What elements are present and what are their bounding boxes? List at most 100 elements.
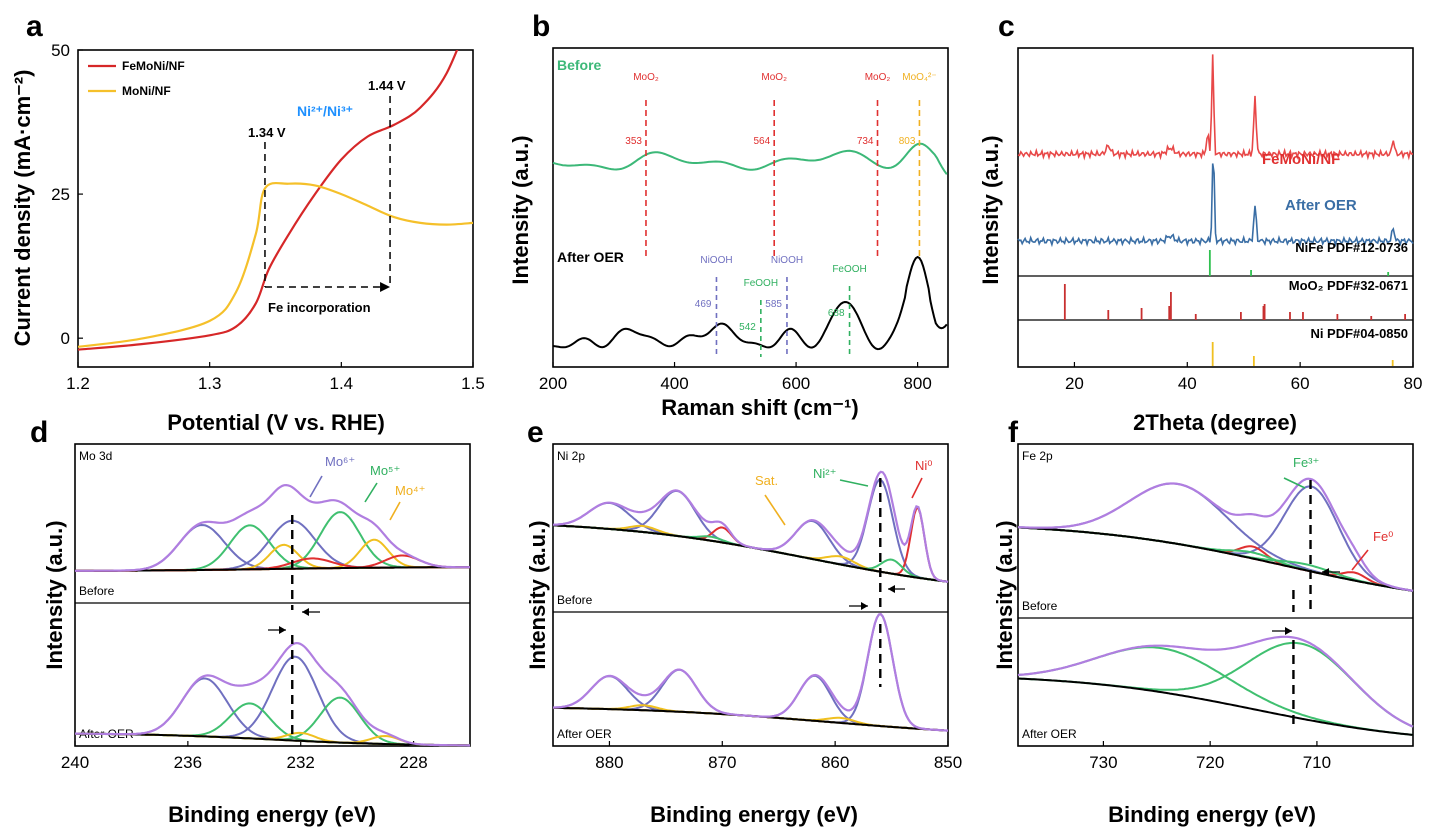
species-pointer-d bbox=[389, 501, 401, 521]
x-axis-title-d: Binding energy (eV) bbox=[168, 802, 376, 827]
envelope-d bbox=[75, 641, 470, 747]
baseline-e bbox=[552, 706, 949, 732]
state-label-e: Before bbox=[557, 593, 593, 607]
species-label-d: Mo⁴⁺ bbox=[395, 483, 426, 498]
x-tick-label-b: 400 bbox=[660, 374, 688, 393]
peak-species-b: MoO₄²⁻ bbox=[902, 72, 936, 83]
component-peak-e bbox=[552, 501, 949, 583]
species-pointer-e bbox=[911, 477, 923, 499]
species-label-d: Mo⁵⁺ bbox=[370, 463, 400, 478]
x-tick-label-b: 200 bbox=[539, 374, 567, 393]
reference-label-c: NiFe PDF#12-0736 bbox=[1295, 240, 1408, 255]
state-label-e: After OER bbox=[557, 727, 612, 741]
species-pointer-e bbox=[764, 494, 786, 526]
species-label-d: Mo⁶⁺ bbox=[325, 454, 355, 469]
peak-species-b: MoO₂ bbox=[865, 72, 891, 83]
peak-species-b: NiOOH bbox=[771, 255, 803, 266]
y-axis-title-f: Intensity (a.u.) bbox=[992, 520, 1017, 669]
series-line-b-after bbox=[552, 255, 948, 351]
component-peak-e bbox=[552, 668, 949, 732]
species-pointer-d bbox=[309, 475, 323, 498]
x-axis-title-b: Raman shift (cm⁻¹) bbox=[661, 395, 858, 420]
baseline-e bbox=[552, 524, 949, 583]
peak-value-b: 734 bbox=[857, 136, 874, 147]
series-line-c-femoni bbox=[1017, 54, 1413, 161]
reference-label-c: MoO₂ PDF#32-0671 bbox=[1289, 278, 1408, 293]
x-tick-label-a: 1.5 bbox=[461, 374, 485, 393]
peak-value-b: 803 bbox=[899, 136, 916, 147]
annotation-a: 1.44 V bbox=[368, 78, 406, 93]
species-pointer-f bbox=[1351, 549, 1369, 571]
panel-label-e: e bbox=[527, 416, 544, 449]
component-peak-f bbox=[1017, 485, 1414, 592]
x-tick-label-d: 236 bbox=[174, 753, 202, 772]
species-label-e: Sat. bbox=[755, 473, 778, 488]
region-label-e: Ni 2p bbox=[557, 449, 585, 463]
component-peak-d bbox=[75, 511, 470, 572]
x-tick-label-e: 850 bbox=[934, 753, 962, 772]
x-tick-label-d: 232 bbox=[287, 753, 315, 772]
state-label-f: Before bbox=[1022, 599, 1058, 613]
annotation-a: Fe incorporation bbox=[268, 300, 371, 315]
species-label-f: Fe⁰ bbox=[1373, 529, 1393, 544]
envelope-f bbox=[1017, 635, 1414, 728]
series-line-a-0 bbox=[78, 50, 459, 351]
x-tick-label-f: 730 bbox=[1089, 753, 1117, 772]
x-tick-label-f: 710 bbox=[1303, 753, 1331, 772]
arrowhead-f bbox=[1285, 627, 1292, 635]
component-peak-d bbox=[75, 524, 470, 572]
arrowhead-e bbox=[861, 602, 868, 610]
series-line-a-1 bbox=[78, 181, 473, 348]
peak-species-b: NiOOH bbox=[700, 255, 732, 266]
y-axis-title-d: Intensity (a.u.) bbox=[42, 520, 67, 669]
region-label-f: Fe 2p bbox=[1022, 449, 1053, 463]
x-tick-label-c: 20 bbox=[1065, 374, 1084, 393]
series-label-b: After OER bbox=[557, 249, 624, 265]
region-label-d: Mo 3d bbox=[79, 449, 112, 463]
legend-label-a: FeMoNi/NF bbox=[122, 59, 185, 73]
component-peak-f bbox=[1017, 482, 1414, 592]
x-tick-label-d: 240 bbox=[61, 753, 89, 772]
legend-label-a: MoNi/NF bbox=[122, 84, 171, 98]
baseline-f bbox=[1017, 526, 1414, 592]
peak-species-b: FeOOH bbox=[744, 278, 778, 289]
panel-label-c: c bbox=[998, 10, 1015, 43]
peak-value-b: 688 bbox=[828, 308, 845, 319]
arrowhead-a bbox=[380, 282, 391, 292]
x-axis-title-f: Binding energy (eV) bbox=[1108, 802, 1316, 827]
plot-frame-d bbox=[74, 443, 471, 747]
component-peak-e bbox=[552, 478, 949, 583]
envelope-f bbox=[1017, 477, 1414, 592]
x-tick-label-f: 720 bbox=[1196, 753, 1224, 772]
y-axis-title-b: Intensity (a.u.) bbox=[508, 135, 533, 284]
plot-frame-f bbox=[1017, 443, 1414, 747]
peak-value-b: 542 bbox=[739, 322, 756, 333]
y-tick-label-a: 0 bbox=[61, 329, 70, 348]
peak-value-b: 353 bbox=[625, 136, 642, 147]
series-line-c-after bbox=[1017, 163, 1414, 248]
plot-frame-e bbox=[552, 443, 949, 747]
panel-label-f: f bbox=[1008, 416, 1019, 449]
x-tick-label-a: 1.4 bbox=[330, 374, 354, 393]
species-pointer-e bbox=[839, 479, 869, 487]
x-tick-label-b: 600 bbox=[782, 374, 810, 393]
plot-frame-c bbox=[1017, 47, 1414, 368]
arrowhead-d bbox=[279, 626, 286, 634]
x-tick-label-e: 880 bbox=[595, 753, 623, 772]
x-tick-label-c: 60 bbox=[1291, 374, 1310, 393]
x-tick-label-b: 800 bbox=[903, 374, 931, 393]
arrowhead-e bbox=[888, 585, 895, 593]
peak-species-b: MoO₂ bbox=[761, 72, 787, 83]
panel-label-d: d bbox=[30, 416, 48, 449]
component-peak-f bbox=[1017, 646, 1414, 736]
reference-label-c: Ni PDF#04-0850 bbox=[1310, 326, 1408, 341]
state-label-f: After OER bbox=[1022, 727, 1077, 741]
annotation-a: 1.34 V bbox=[248, 125, 286, 140]
annotation-a: Ni²⁺/Ni³⁺ bbox=[297, 103, 353, 119]
panel-label-b: b bbox=[532, 10, 550, 43]
plot-frame-b bbox=[552, 47, 949, 368]
species-label-e: Ni⁰ bbox=[915, 458, 933, 473]
arrowhead-d bbox=[302, 608, 309, 616]
series-line-b-before bbox=[552, 142, 948, 175]
